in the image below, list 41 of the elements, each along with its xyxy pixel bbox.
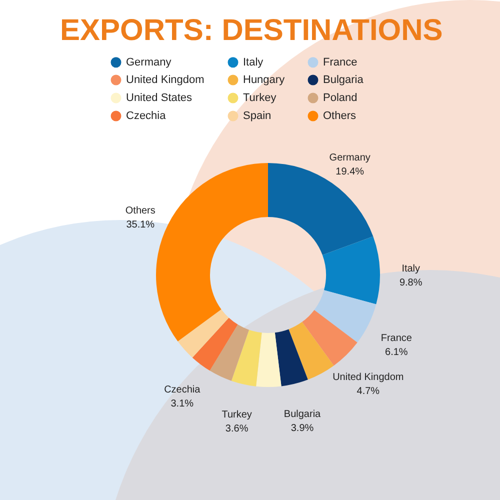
legend-label: Italy xyxy=(243,56,264,68)
slice-label: Italy xyxy=(402,264,420,275)
data-label: 35.1% xyxy=(126,219,155,230)
chart-title: EXPORTS: DESTINATIONS xyxy=(60,14,443,47)
donut-slice xyxy=(178,309,229,358)
legend-label: United States xyxy=(126,92,193,104)
legend-label: Others xyxy=(323,110,357,122)
data-label: 4.7% xyxy=(356,386,380,398)
donut-slice xyxy=(210,324,250,381)
data-label: 19.4% xyxy=(336,166,364,178)
donut-slice xyxy=(314,290,376,343)
data-label: 6.1% xyxy=(385,346,408,358)
data-label: 9.8% xyxy=(399,278,422,289)
legend-label: Hungary xyxy=(243,74,286,86)
slice-label: France xyxy=(380,332,412,344)
data-label: 3.6% xyxy=(225,424,248,435)
donut-slice xyxy=(256,332,282,387)
donut-slice xyxy=(156,163,268,342)
slice-label: Germany xyxy=(329,152,370,164)
data-label: 3.1% xyxy=(170,398,194,410)
legend-label: Turkey xyxy=(243,92,277,104)
slice-label: Bulgaria xyxy=(284,408,322,420)
donut-slice xyxy=(274,329,308,386)
data-label: 3.9% xyxy=(290,422,314,434)
legend-label: Poland xyxy=(323,92,358,104)
legend-label: Czechia xyxy=(126,110,167,122)
legend-label: Bulgaria xyxy=(323,74,364,86)
donut-slice xyxy=(268,163,374,256)
slice-label: Czechia xyxy=(164,384,201,396)
slice-label: United Kingdom xyxy=(332,372,404,384)
legend-label: United Kingdom xyxy=(126,74,204,86)
legend-label: Spain xyxy=(243,110,272,122)
slice-label: Turkey xyxy=(222,410,252,421)
donut-slice xyxy=(322,236,380,304)
legend-label: Germany xyxy=(126,56,172,68)
donut-slice xyxy=(231,330,262,386)
donut-slice xyxy=(192,318,238,371)
donut-slice xyxy=(302,310,358,366)
legend-label: France xyxy=(323,56,358,68)
slice-label: Others xyxy=(125,205,156,216)
donut-slice xyxy=(288,322,334,380)
